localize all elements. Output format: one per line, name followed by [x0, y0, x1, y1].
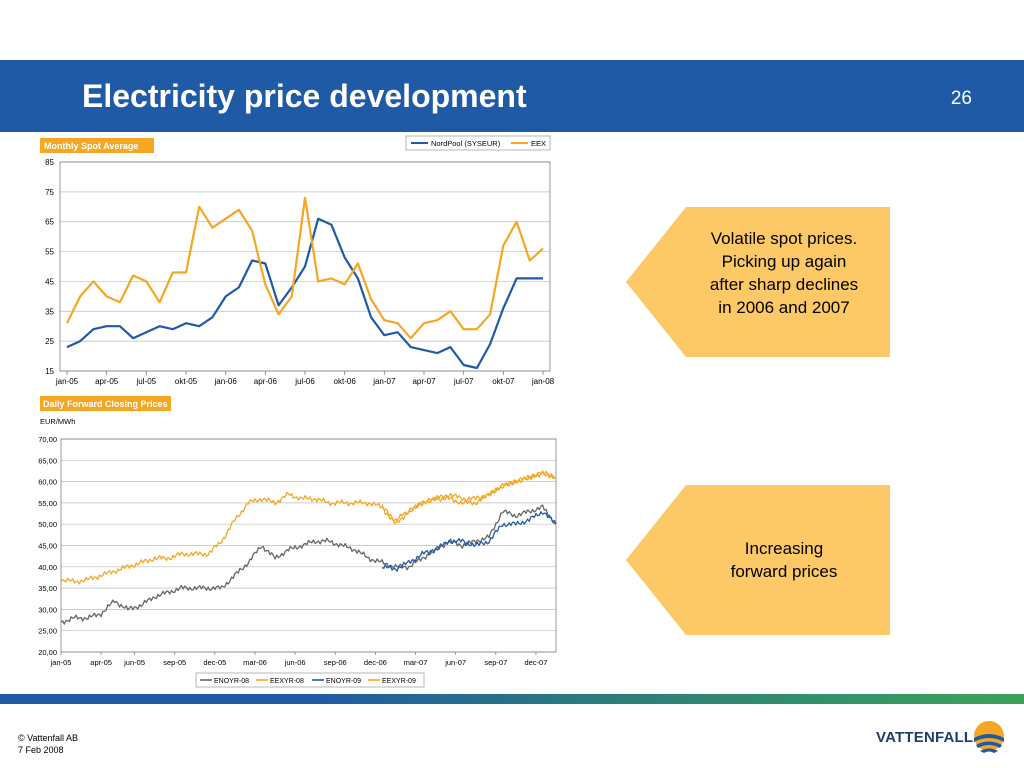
header-bar: Electricity price development 26	[0, 60, 1024, 132]
x-tick-label: jul-06	[294, 377, 315, 386]
x-tick-label: dec-07	[524, 658, 547, 667]
x-tick-label: dec-06	[364, 658, 387, 667]
series-line-enoyr-08	[60, 504, 557, 625]
x-tick-label: apr-05	[95, 377, 119, 386]
slide-title: Electricity price development	[82, 78, 527, 114]
y-tick-label: 40,00	[38, 563, 57, 572]
x-tick-label: jan-05	[55, 377, 79, 386]
x-tick-label: jan-08	[531, 377, 555, 386]
x-tick-label: jul-07	[453, 377, 474, 386]
y-tick-label: 20,00	[38, 648, 57, 657]
callout-text: Volatile spot prices. Picking up again a…	[686, 227, 882, 319]
x-tick-label: jan-05	[50, 658, 72, 667]
legend-label: EEX	[531, 139, 546, 148]
series-line-eex	[66, 196, 544, 340]
y-tick-label: 35,00	[38, 584, 57, 593]
legend-label: ENOYR-09	[326, 678, 361, 685]
y-tick-label: 25	[45, 337, 54, 346]
x-tick-label: jan-06	[214, 377, 238, 386]
x-tick-label: okt-07	[492, 377, 515, 386]
plot-frame	[60, 438, 557, 653]
legend-label: EEXYR-08	[270, 678, 304, 685]
y-tick-label: 60,00	[38, 478, 57, 487]
x-tick-label: sep-07	[484, 658, 507, 667]
callout-line: Picking up again	[721, 252, 847, 271]
chart-title: Daily Forward Closing Prices	[43, 399, 168, 409]
y-tick-label: 85	[45, 158, 54, 167]
x-tick-label: okt-06	[334, 377, 357, 386]
x-tick-label: mar-06	[243, 658, 267, 667]
callout-volatile-spot: Volatile spot prices. Picking up again a…	[626, 207, 890, 357]
x-tick-label: jun-05	[123, 658, 145, 667]
legend-label: ENOYR-08	[214, 678, 249, 685]
x-tick-label: sep-06	[324, 658, 347, 667]
legend-label: NordPool (SYSEUR)	[431, 139, 501, 148]
x-tick-label: jun-07	[444, 658, 466, 667]
y-tick-label: 50,00	[38, 520, 57, 529]
x-tick-label: jan-07	[372, 377, 396, 386]
monthly-spot-chart: Monthly Spot Average NordPool (SYSEUR) EEX…	[40, 135, 555, 386]
callout-line: forward prices	[730, 562, 838, 581]
logo-sun-icon	[974, 721, 1004, 753]
callout-line: Volatile spot prices.	[710, 229, 858, 248]
footer-divider-bar	[0, 694, 1024, 704]
page-number: 26	[950, 88, 972, 109]
x-tick-label: okt-05	[175, 377, 198, 386]
y-tick-label: 35	[45, 307, 54, 316]
y-tick-label: 70,00	[38, 435, 57, 444]
y-tick-label: 30,00	[38, 605, 57, 614]
legend-box	[195, 672, 425, 688]
x-tick-label: apr-07	[412, 377, 436, 386]
y-tick-label: 65,00	[38, 456, 57, 465]
x-tick-label: apr-05	[90, 658, 112, 667]
y-axis-label: EUR/MWh	[40, 417, 75, 426]
footer-date: 7 Feb 2008	[18, 745, 64, 755]
footer: © Vattenfall AB 7 Feb 2008	[18, 732, 78, 756]
legend-box	[405, 135, 551, 151]
y-tick-label: 45	[45, 277, 54, 286]
y-tick-label: 75	[45, 188, 54, 197]
x-tick-label: mar-07	[404, 658, 428, 667]
copyright-text: © Vattenfall AB	[18, 733, 78, 743]
y-tick-label: 55	[45, 248, 54, 257]
x-tick-label: jun-06	[284, 658, 306, 667]
x-tick-label: jul-05	[136, 377, 157, 386]
chart-title: Monthly Spot Average	[44, 141, 138, 151]
series-line-nordpool	[66, 217, 543, 370]
series-line-enoyr-09	[381, 511, 557, 572]
legend-label: EEXYR-09	[382, 678, 416, 685]
x-tick-label: apr-06	[254, 377, 278, 386]
series-line-eexyr-09	[381, 470, 557, 522]
y-tick-label: 65	[45, 218, 54, 227]
x-tick-label: dec-05	[203, 658, 226, 667]
callout-line: Increasing	[744, 539, 824, 558]
x-tick-label: sep-05	[163, 658, 186, 667]
vattenfall-logo: VATTENFALL	[876, 716, 1006, 756]
callout-line: in 2006 and 2007	[718, 298, 850, 317]
y-tick-label: 25,00	[38, 627, 57, 636]
callout-shape	[626, 485, 890, 635]
y-tick-label: 15	[45, 367, 54, 376]
logo-wordmark: VATTENFALL	[876, 729, 974, 746]
callout-shape	[626, 207, 890, 357]
chart-title-box	[40, 138, 154, 153]
series-line-eexyr-08	[60, 470, 557, 585]
chart-title-box	[40, 396, 171, 411]
y-tick-label: 55,00	[38, 499, 57, 508]
callout-line: after sharp declines	[709, 275, 859, 294]
callout-text: Increasing forward prices	[686, 537, 882, 583]
y-tick-label: 45,00	[38, 542, 57, 551]
daily-forward-chart: Daily Forward Closing Prices EUR/MWh 20,00…	[38, 396, 557, 688]
callout-forward-prices: Increasing forward prices	[626, 485, 890, 635]
